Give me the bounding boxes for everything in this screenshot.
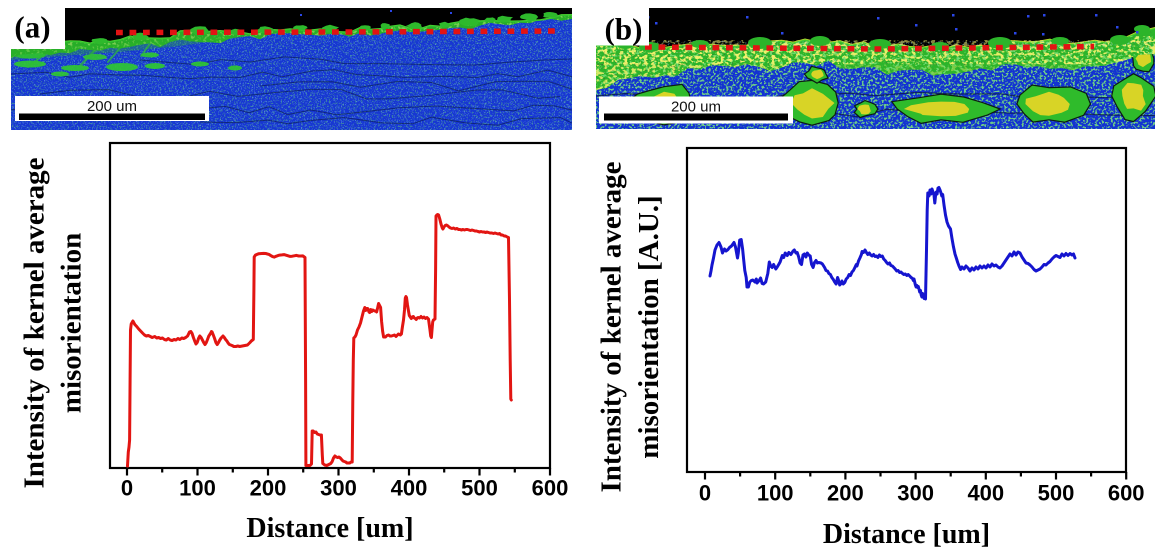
svg-text:300: 300 [897,481,934,506]
svg-text:Distance [um]: Distance [um] [823,519,990,550]
svg-text:600: 600 [1108,481,1145,506]
svg-text:misorientation [A.U.]: misorientation [A.U.] [633,195,665,458]
svg-text:Distance [um]: Distance [um] [246,513,413,544]
svg-text:misorientation: misorientation [56,233,88,413]
svg-text:400: 400 [967,481,1004,506]
svg-text:500: 500 [461,476,498,501]
svg-text:100: 100 [179,476,216,501]
svg-text:200 um: 200 um [87,98,137,115]
svg-text:(b): (b) [605,12,643,47]
svg-text:Intensity of kernel average: Intensity of kernel average [596,161,628,492]
svg-text:0: 0 [121,476,133,501]
svg-text:400: 400 [391,476,428,501]
svg-text:200: 200 [250,476,287,501]
svg-text:500: 500 [1038,481,1075,506]
svg-text:600: 600 [532,476,569,501]
svg-text:0: 0 [699,481,711,506]
svg-text:100: 100 [757,481,794,506]
svg-text:200 um: 200 um [671,99,721,116]
svg-text:200: 200 [827,481,864,506]
svg-text:Intensity of kernel average: Intensity of kernel average [19,157,51,488]
svg-text:300: 300 [320,476,357,501]
svg-text:(a): (a) [14,10,50,45]
